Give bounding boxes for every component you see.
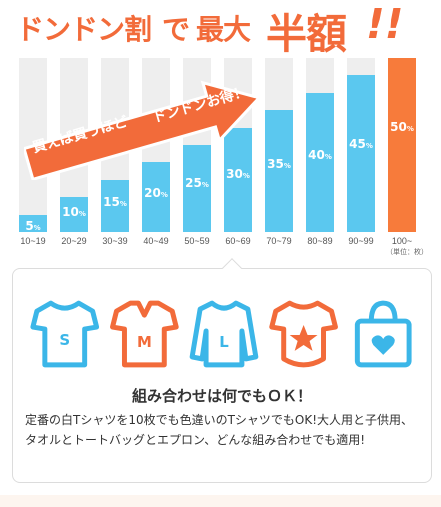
x-tick-label: 90~99 [348, 236, 374, 246]
bar-value-label: 10% [62, 204, 86, 219]
bottom-strip [0, 495, 441, 507]
bar-value-label: 35% [267, 156, 291, 171]
bar-value-label: 50% [390, 120, 414, 134]
x-tick-label: 100~ [391, 236, 413, 246]
x-tick-label: 80~89 [307, 236, 333, 246]
bar-column: 40% 80~89 [306, 58, 334, 246]
tshirt-letter-s: S [59, 331, 70, 349]
bar [306, 93, 334, 232]
headline: ドンドン割 で 最大 半額 !! [0, 0, 441, 58]
arrow-banner [24, 80, 262, 180]
kids-star-icon [269, 300, 338, 368]
x-tick-label: 10~19 [20, 236, 46, 246]
bar-value-label: 40% [308, 147, 332, 162]
bar-column: 45% 90~99 [347, 58, 375, 246]
bar [265, 110, 293, 232]
headline-particle: で [162, 13, 190, 46]
bar [347, 75, 375, 232]
longsleeve-letter-l: L [219, 333, 229, 351]
card-body: 定番の白Tシャツを10枚でも色違いのTシャツでもOK!大人用と子供用、タオルとト… [25, 413, 414, 447]
bar-column: 50% 100~ [388, 58, 416, 246]
bar [183, 145, 211, 232]
x-tick-label: 20~29 [61, 236, 87, 246]
headline-campaign: ドンドン割 [16, 13, 152, 46]
bar [101, 180, 129, 232]
polo-letter-m: M [137, 333, 152, 351]
x-tick-label: 30~39 [102, 236, 128, 246]
longsleeve-l-icon: L [189, 300, 259, 368]
x-tick-label: 40~49 [143, 236, 169, 246]
headline-max: 最大 [196, 13, 251, 46]
headline-exclaim: !! [366, 0, 404, 48]
bar-value-label: 30% [226, 166, 250, 181]
x-tick-label: 60~69 [225, 236, 251, 246]
bar [224, 128, 252, 232]
x-tick-label: 50~59 [184, 236, 210, 246]
unit-note: （単位：枚） [386, 249, 428, 256]
tote-heart-icon [354, 300, 412, 368]
bar-value-label: 20% [144, 185, 168, 200]
bar-value-label: 5% [25, 219, 41, 233]
bar-column: 30% 60~69 [224, 58, 252, 246]
bar-column: 35% 70~79 [265, 58, 293, 246]
combination-card: S M L 組み合わせは何でもＯＫ！ 定番の白Tシャツを10枚でも色違いのTシャ… [12, 258, 432, 483]
bar [60, 197, 88, 232]
card-title: 組み合わせは何でもＯＫ！ [131, 387, 312, 405]
bar-value-label: 15% [103, 195, 127, 210]
bar [142, 162, 170, 232]
x-tick-label: 70~79 [266, 236, 292, 246]
headline-half-price: 半額 [266, 10, 347, 58]
bar-value-label: 45% [349, 137, 373, 151]
bar-value-label: 25% [185, 176, 209, 191]
bar [19, 215, 47, 232]
bar [388, 58, 416, 232]
tshirt-s-icon: S [30, 300, 100, 368]
product-icons: S M L [30, 300, 412, 368]
polo-m-icon: M [110, 300, 179, 368]
